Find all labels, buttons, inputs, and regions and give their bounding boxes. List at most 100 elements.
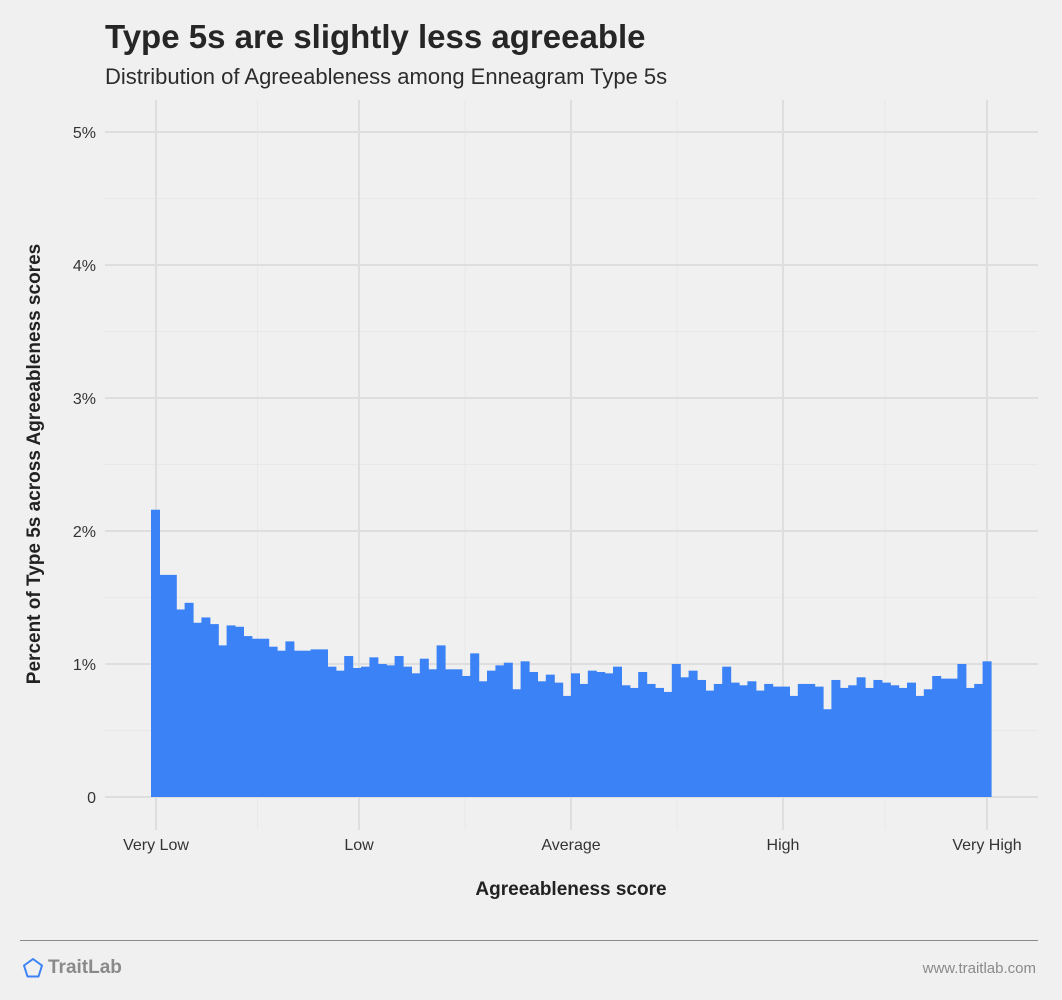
brand-logo: TraitLab [22, 957, 122, 979]
x-tick-label: Average [541, 837, 600, 854]
y-tick-label: 1% [73, 657, 96, 674]
histogram-bar [755, 690, 765, 797]
histogram-bar [957, 664, 967, 797]
y-tick-label: 0 [87, 790, 96, 807]
histogram-bar [562, 695, 572, 797]
histogram-bar [974, 683, 984, 797]
histogram-bar [680, 677, 690, 797]
histogram-bar [596, 671, 606, 797]
histogram-bar [604, 673, 614, 797]
histogram-bar [713, 683, 723, 797]
y-axis-ticks: 0 1% 2% 3% 4% 5% [73, 125, 96, 807]
histogram-bar [411, 673, 421, 797]
histogram-bar [814, 686, 824, 797]
histogram-bar [747, 681, 757, 797]
histogram-bar [671, 664, 681, 797]
histogram-bar [436, 645, 446, 797]
histogram-bar [268, 646, 278, 797]
histogram-bar [260, 638, 270, 797]
histogram-bar [923, 689, 933, 797]
histogram-bar [209, 624, 219, 797]
histogram-bar [386, 665, 396, 797]
histogram-bar [982, 661, 992, 797]
histogram-bar [361, 666, 370, 797]
histogram-bar [806, 683, 816, 797]
histogram-bar [629, 687, 639, 797]
y-axis-title: Percent of Type 5s across Agreeableness … [24, 244, 45, 684]
histogram-bar [890, 685, 900, 797]
histogram-bar [722, 666, 732, 797]
histogram-bar [730, 682, 740, 797]
histogram-bar [940, 678, 950, 797]
histogram-bar [369, 657, 379, 797]
x-tick-label: Low [344, 837, 374, 854]
histogram-bar [352, 667, 362, 797]
x-tick-label: Very High [952, 837, 1021, 854]
histogram-bar [419, 658, 429, 797]
histogram-bar [646, 683, 656, 797]
histogram-bar [873, 679, 883, 797]
histogram-bar [285, 641, 295, 797]
histogram-bar [201, 617, 211, 797]
histogram-bar [302, 650, 312, 797]
histogram-bar [797, 683, 807, 797]
histogram-bar [688, 670, 698, 797]
footer-divider [20, 940, 1038, 941]
histogram-bar [151, 509, 160, 797]
histogram-bar [839, 687, 849, 797]
histogram-bar [932, 675, 942, 797]
histogram-bar [277, 650, 286, 797]
histogram-bar [965, 687, 975, 797]
histogram-bar [453, 669, 463, 797]
histogram-bar [587, 670, 597, 797]
brand-name: TraitLab [48, 957, 122, 978]
histogram-bar [512, 689, 522, 797]
histogram-bar [218, 645, 228, 797]
histogram-bar [184, 602, 194, 797]
histogram-bar [293, 650, 303, 797]
histogram-bar [697, 679, 706, 797]
histogram-bar [327, 666, 337, 797]
y-tick-label: 2% [73, 524, 96, 541]
histogram-bar [176, 609, 186, 797]
histogram-bar [705, 690, 715, 797]
histogram-bar [856, 677, 866, 797]
histogram-bar [344, 656, 354, 797]
histogram-bar [461, 675, 471, 797]
histogram-bar [529, 671, 538, 797]
histogram-bar [243, 636, 253, 797]
histogram-bar [428, 669, 438, 797]
histogram-bar [663, 691, 673, 797]
histogram-bar [478, 681, 488, 797]
histogram-bar [898, 687, 908, 797]
histogram-bar [865, 687, 874, 797]
histogram-bar [503, 662, 513, 797]
histogram-bar [319, 649, 328, 797]
histogram-bar [537, 681, 547, 797]
histogram-bar [545, 674, 555, 797]
histogram-bar [831, 679, 841, 797]
histogram-bar [949, 678, 958, 797]
histogram-bar [571, 673, 580, 797]
histogram-bar [579, 683, 589, 797]
histogram-bar [335, 670, 345, 797]
site-url[interactable]: www.traitlab.com [922, 960, 1036, 977]
histogram-bar [772, 686, 782, 797]
histogram-bar [159, 574, 169, 797]
histogram-bar [823, 709, 832, 797]
histogram-bar [193, 622, 202, 797]
histogram-bar [881, 682, 891, 797]
histogram-bar [621, 685, 631, 797]
histogram-bar [251, 638, 261, 797]
histogram-bar [445, 669, 454, 797]
histogram-bar [655, 687, 664, 797]
histogram-bar [377, 664, 387, 797]
y-tick-label: 3% [73, 391, 96, 408]
histogram-bar [789, 695, 799, 797]
x-tick-label: Very Low [123, 837, 189, 854]
chart-subtitle: Distribution of Agreeableness among Enne… [105, 64, 668, 89]
y-tick-label: 5% [73, 125, 96, 142]
histogram-bar [739, 685, 748, 797]
bars [151, 509, 992, 797]
histogram-bar [781, 686, 790, 797]
